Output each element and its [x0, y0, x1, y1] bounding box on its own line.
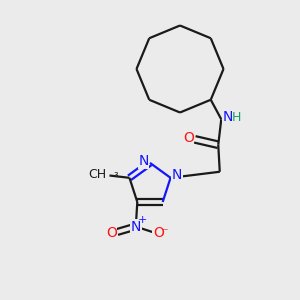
Text: ₃: ₃	[113, 169, 118, 179]
Text: +: +	[138, 215, 147, 225]
Text: N: N	[172, 168, 182, 182]
Text: ⁻: ⁻	[162, 227, 168, 240]
Text: N: N	[130, 220, 141, 234]
Text: N: N	[138, 154, 148, 168]
Text: N: N	[223, 110, 233, 124]
Text: O: O	[153, 226, 164, 240]
Text: O: O	[106, 226, 117, 240]
Text: CH: CH	[88, 167, 106, 181]
Text: H: H	[232, 111, 241, 124]
Text: O: O	[183, 131, 194, 145]
